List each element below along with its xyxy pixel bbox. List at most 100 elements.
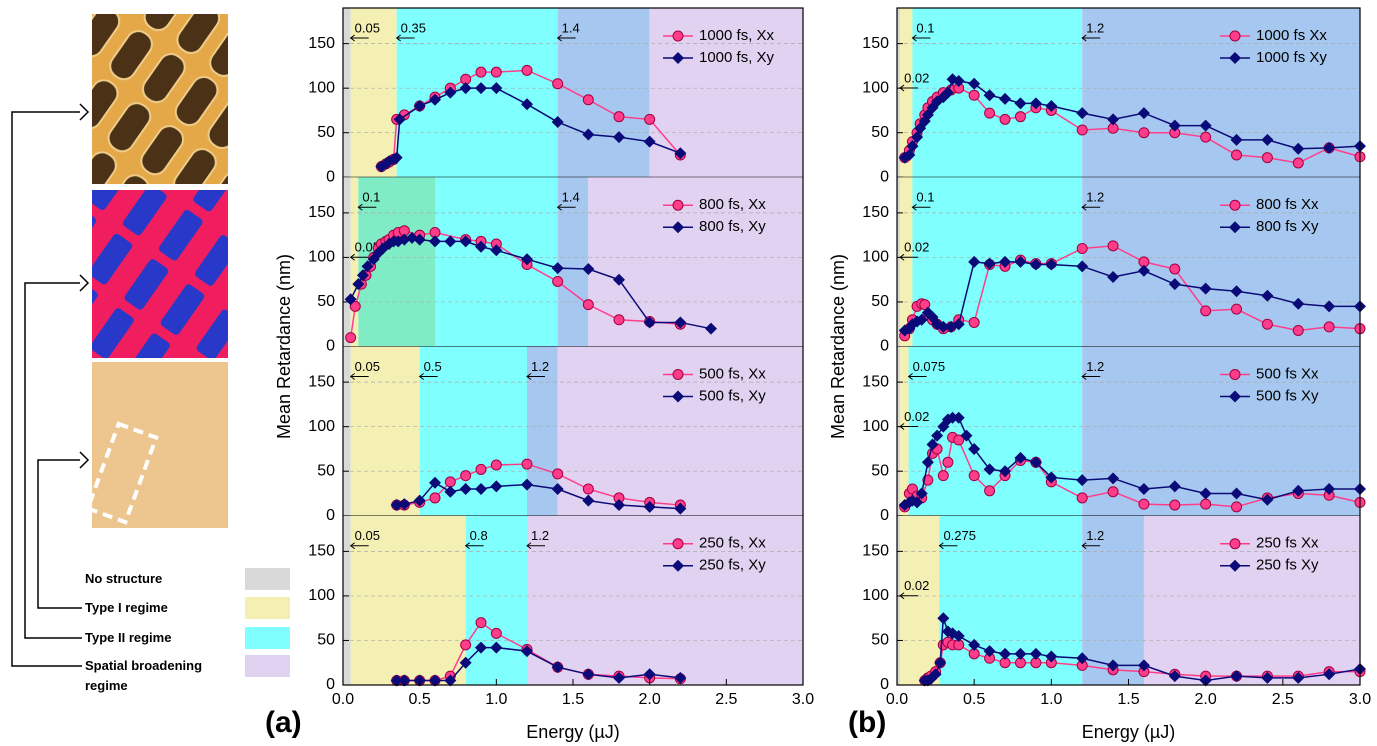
marker (674, 671, 687, 684)
regime-region (897, 346, 901, 516)
marker (613, 111, 625, 123)
legend-label: 1000 fs, Xy (699, 49, 775, 66)
threshold-arrow-head (911, 203, 917, 211)
marker (475, 463, 487, 475)
marker (582, 483, 594, 495)
connector (11, 111, 82, 667)
regime-region (343, 346, 351, 516)
marker (459, 82, 472, 95)
threshold-label: 0.8 (470, 528, 488, 543)
marker (999, 92, 1012, 105)
marker (1261, 152, 1273, 164)
marker (1323, 668, 1336, 681)
marker (1107, 486, 1119, 498)
marker (1292, 671, 1305, 684)
marker (1169, 499, 1181, 511)
legend-marker (672, 199, 684, 211)
marker (613, 499, 625, 512)
marker (929, 668, 942, 681)
marker (551, 661, 564, 674)
marker (551, 483, 564, 496)
marker (999, 113, 1011, 125)
marker (521, 478, 533, 491)
marker (644, 113, 656, 125)
series-line (904, 436, 1361, 508)
marker (960, 429, 973, 442)
marker (521, 98, 533, 111)
threshold-arrow-head (899, 423, 905, 430)
marker (1076, 652, 1089, 665)
legend-marker (672, 538, 684, 550)
regime-region (897, 8, 901, 178)
marker (582, 668, 595, 681)
marker (429, 93, 441, 106)
legend-label: 800 fs, Xx (699, 196, 766, 213)
marker (390, 151, 403, 164)
marker (1029, 258, 1042, 271)
legend-label: 800 fs Xx (1256, 196, 1319, 213)
x-tick-label: 2.5 (715, 691, 737, 708)
marker (1200, 498, 1212, 510)
subplot: 0 50 100 150 0.05 0.35 1.4 1000 fs, Xx 1000 fs, … (308, 8, 803, 185)
regime-region (897, 515, 901, 685)
subplot: 0 50 100 150 0.075 0.02 1.2 500 fs Xx 500 fs Xy (862, 346, 1366, 524)
threshold-arrow-head (899, 592, 905, 600)
marker (444, 235, 457, 248)
marker (552, 275, 564, 287)
x-tick-label: 2.5 (1272, 691, 1294, 708)
regime-region (350, 177, 359, 347)
threshold-label: 1.2 (1086, 190, 1104, 205)
marker (459, 483, 472, 496)
regime-region (557, 8, 650, 178)
panel-label: (a) (265, 706, 302, 739)
marker (1168, 278, 1181, 291)
y-tick-label: 150 (862, 35, 889, 52)
arrow-head (79, 451, 90, 469)
marker (968, 89, 980, 101)
image-pattern (92, 190, 228, 358)
threshold-arrow-head (1081, 203, 1087, 211)
marker (968, 442, 981, 455)
legend-marker (672, 221, 684, 234)
connectors (11, 103, 90, 667)
marker (968, 255, 981, 268)
legend-marker (672, 390, 684, 403)
legend-marker (672, 369, 684, 380)
legend-swatch (245, 597, 290, 619)
marker (460, 639, 472, 651)
marker (999, 647, 1012, 660)
marker (968, 316, 980, 328)
marker (1292, 142, 1305, 155)
marker (643, 316, 656, 329)
marker (551, 116, 564, 129)
micrographs (85, 14, 228, 528)
panel: 0 50 100 150 0.05 0.35 1.4 1000 fs, Xx 1000 fs, … (265, 7, 814, 742)
marker (398, 498, 411, 511)
legend-label: 500 fs Xy (1256, 387, 1319, 404)
regime-region (900, 177, 913, 347)
marker (521, 64, 533, 76)
y-tick-label: 0 (880, 676, 889, 693)
marker (1261, 493, 1274, 506)
connector (37, 459, 82, 609)
y-tick-label: 50 (871, 293, 889, 310)
y-tick-label: 150 (308, 35, 335, 52)
regime-region (396, 8, 558, 178)
marker (937, 470, 949, 482)
threshold-label: 1.4 (562, 190, 580, 205)
legend-marker (1229, 369, 1241, 380)
legend-label: 250 fs, Xx (699, 535, 766, 552)
marker (1230, 487, 1243, 500)
legend-label: Spatial broadening regime (85, 658, 203, 693)
threshold-label: 1.2 (1086, 359, 1104, 374)
marker (953, 434, 965, 446)
marker (582, 94, 594, 106)
legend-label: 800 fs Xy (1256, 218, 1319, 235)
y-tick-label: 100 (862, 249, 889, 266)
x-tick-label: 1.0 (1040, 691, 1062, 708)
threshold-label: 1.4 (562, 20, 580, 35)
marker (475, 483, 487, 496)
marker (1107, 659, 1120, 672)
y-tick-label: 100 (862, 418, 889, 435)
marker (1107, 240, 1119, 252)
